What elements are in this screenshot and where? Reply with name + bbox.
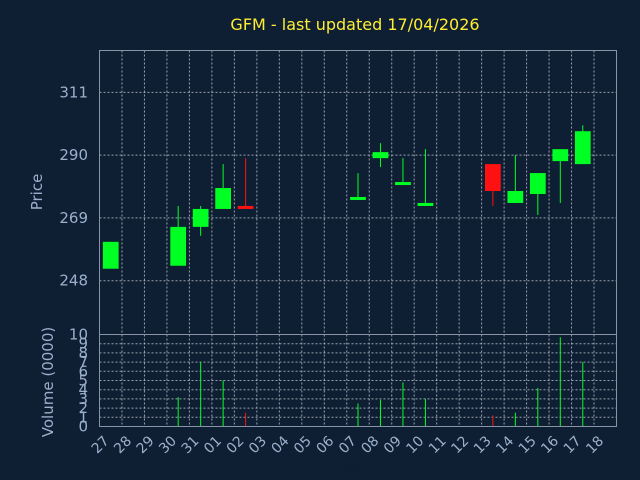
chart-title: GFM - last updated 17/04/2026 bbox=[230, 15, 479, 34]
day-tick-label: 29 bbox=[134, 433, 158, 457]
day-tick-label: 02 bbox=[224, 433, 248, 457]
candle-body bbox=[215, 188, 231, 209]
day-tick-label: 12 bbox=[448, 433, 472, 457]
day-tick-label: 13 bbox=[471, 433, 495, 457]
day-tick-label: 10 bbox=[403, 433, 427, 457]
price-tick-label: 269 bbox=[59, 209, 88, 227]
candles bbox=[102, 125, 591, 269]
volume-tick-label: 2 bbox=[78, 399, 88, 417]
volume-grid bbox=[99, 334, 617, 427]
day-tick-label: 03 bbox=[246, 433, 270, 457]
volume-bars bbox=[177, 337, 584, 427]
candle-body bbox=[552, 149, 569, 162]
volume-tick-label: 7 bbox=[78, 353, 88, 371]
day-axis: 2728293031010203040506070809101112131415… bbox=[89, 433, 607, 457]
candle-body bbox=[102, 241, 119, 269]
day-tick-label: 01 bbox=[201, 433, 225, 457]
volume-panel-frame bbox=[99, 334, 617, 427]
candle-body bbox=[350, 196, 366, 200]
day-tick-label: 09 bbox=[381, 433, 405, 457]
volume-tick-label: 0 bbox=[78, 418, 88, 436]
volume-tick-label: 8 bbox=[78, 344, 88, 362]
price-axis: 248 269 290 311 bbox=[59, 83, 88, 289]
day-tick-label: 27 bbox=[89, 433, 113, 457]
candle-body bbox=[529, 173, 546, 194]
day-tick-label: 14 bbox=[493, 433, 517, 457]
candle-body bbox=[192, 208, 209, 227]
candle-body bbox=[574, 131, 591, 165]
price-axis-label: Price bbox=[28, 174, 46, 211]
volume-tick-label: 3 bbox=[78, 390, 88, 408]
day-tick-label: 31 bbox=[179, 433, 203, 457]
candle-body bbox=[417, 202, 434, 206]
candle-body bbox=[237, 205, 254, 209]
candle-body bbox=[395, 182, 411, 186]
day-axis-label: Day bbox=[334, 460, 362, 476]
day-tick-label: 28 bbox=[111, 433, 135, 457]
day-tick-label: 04 bbox=[269, 433, 293, 457]
candle-body bbox=[485, 164, 501, 192]
volume-tick-label: 1 bbox=[78, 408, 88, 426]
day-tick-label: 11 bbox=[426, 433, 450, 457]
volume-tick-label: 9 bbox=[78, 335, 88, 353]
day-tick-label: 16 bbox=[538, 433, 562, 457]
volume-tick-label: 4 bbox=[78, 381, 88, 399]
volume-tick-label: 5 bbox=[78, 372, 88, 390]
day-tick-label: 18 bbox=[583, 433, 607, 457]
candle-body bbox=[372, 152, 389, 159]
price-tick-label: 248 bbox=[59, 272, 88, 290]
price-tick-label: 290 bbox=[59, 146, 88, 164]
candle-body bbox=[507, 191, 524, 203]
day-tick-label: 08 bbox=[358, 433, 382, 457]
price-grid bbox=[99, 50, 617, 335]
volume-tick-label: 10 bbox=[69, 326, 88, 344]
volume-tick-label: 6 bbox=[78, 362, 88, 380]
day-tick-label: 05 bbox=[291, 433, 315, 457]
day-tick-label: 17 bbox=[561, 433, 585, 457]
day-tick-label: 07 bbox=[336, 433, 360, 457]
candle-body bbox=[170, 226, 187, 266]
volume-axis-label: Volume (0000) bbox=[39, 327, 57, 437]
day-tick-label: 15 bbox=[516, 433, 540, 457]
day-tick-label: 30 bbox=[156, 433, 180, 457]
price-tick-label: 311 bbox=[59, 83, 88, 101]
day-tick-label: 06 bbox=[313, 433, 337, 457]
